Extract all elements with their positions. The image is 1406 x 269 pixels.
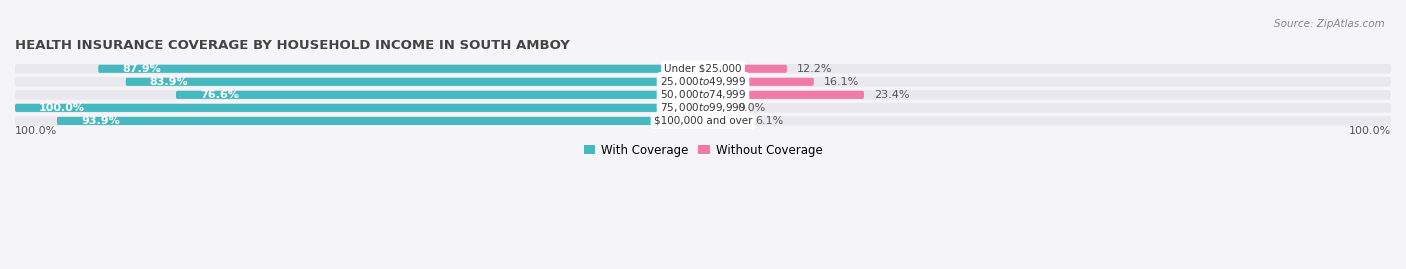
- Text: 100.0%: 100.0%: [39, 103, 86, 113]
- Text: HEALTH INSURANCE COVERAGE BY HOUSEHOLD INCOME IN SOUTH AMBOY: HEALTH INSURANCE COVERAGE BY HOUSEHOLD I…: [15, 39, 569, 52]
- FancyBboxPatch shape: [98, 65, 703, 73]
- Text: 100.0%: 100.0%: [1348, 126, 1391, 136]
- FancyBboxPatch shape: [15, 103, 1391, 113]
- FancyBboxPatch shape: [15, 77, 1391, 87]
- Text: 23.4%: 23.4%: [875, 90, 910, 100]
- Text: $50,000 to $74,999: $50,000 to $74,999: [659, 88, 747, 101]
- FancyBboxPatch shape: [15, 64, 1391, 74]
- Text: 87.9%: 87.9%: [122, 64, 162, 74]
- Legend: With Coverage, Without Coverage: With Coverage, Without Coverage: [579, 139, 827, 161]
- FancyBboxPatch shape: [703, 78, 814, 86]
- FancyBboxPatch shape: [703, 65, 787, 73]
- Text: $75,000 to $99,999: $75,000 to $99,999: [659, 101, 747, 114]
- FancyBboxPatch shape: [703, 91, 865, 99]
- Text: 100.0%: 100.0%: [15, 126, 58, 136]
- FancyBboxPatch shape: [15, 116, 1391, 126]
- Text: Source: ZipAtlas.com: Source: ZipAtlas.com: [1274, 19, 1385, 29]
- FancyBboxPatch shape: [703, 104, 727, 112]
- Text: 93.9%: 93.9%: [82, 116, 120, 126]
- Text: 0.0%: 0.0%: [737, 103, 766, 113]
- FancyBboxPatch shape: [125, 78, 703, 86]
- FancyBboxPatch shape: [15, 90, 1391, 100]
- Text: 76.6%: 76.6%: [200, 90, 239, 100]
- FancyBboxPatch shape: [58, 117, 703, 125]
- Text: 12.2%: 12.2%: [797, 64, 832, 74]
- FancyBboxPatch shape: [15, 104, 703, 112]
- Text: Under $25,000: Under $25,000: [664, 64, 742, 74]
- Text: $25,000 to $49,999: $25,000 to $49,999: [659, 75, 747, 88]
- Text: $100,000 and over: $100,000 and over: [654, 116, 752, 126]
- Text: 16.1%: 16.1%: [824, 77, 859, 87]
- Text: 83.9%: 83.9%: [150, 77, 188, 87]
- Text: 6.1%: 6.1%: [755, 116, 783, 126]
- FancyBboxPatch shape: [703, 117, 745, 125]
- FancyBboxPatch shape: [176, 91, 703, 99]
